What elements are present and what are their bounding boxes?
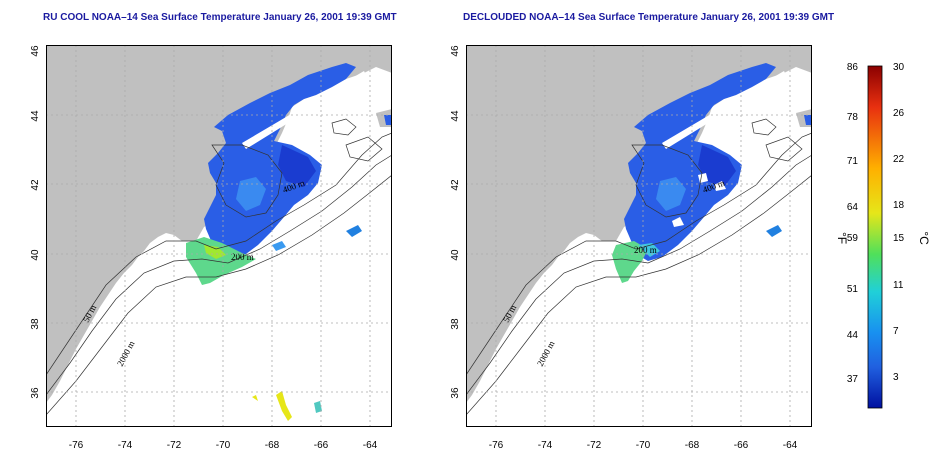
lat-tick: 42	[30, 179, 41, 191]
lon-tick: -64	[363, 440, 378, 451]
lon-tick: -68	[265, 440, 280, 451]
lat-tick: 36	[450, 387, 461, 399]
fahrenheit-label: 51	[847, 284, 859, 295]
lat-tick: 40	[450, 249, 461, 261]
temperature-colorbar: 86 78 71 64 59 51 44 37 30 26 22 18 15 1…	[835, 62, 931, 409]
lon-tick: -76	[69, 440, 84, 451]
lon-tick: -72	[167, 440, 182, 451]
fahrenheit-unit-label: °F	[835, 232, 849, 244]
sst-warm-region	[186, 237, 256, 285]
lat-tick: 44	[30, 110, 41, 122]
colorbar-gradient	[867, 65, 883, 409]
celsius-label: 18	[893, 200, 905, 211]
lon-tick: -64	[783, 440, 798, 451]
declouded-sst-map: 200 m 400 m 50 m 2000 m	[466, 45, 812, 427]
lon-tick: -72	[587, 440, 602, 451]
raw-sst-map: 200 m 400 m 50 m 2000 m	[46, 45, 392, 427]
contour-label-200m: 200 m	[634, 245, 657, 255]
celsius-label: 7	[893, 326, 899, 337]
left-lat-ticks: 46 44 42 40 38 36	[30, 45, 41, 399]
celsius-label: 3	[893, 372, 899, 383]
lon-tick: -68	[685, 440, 700, 451]
lon-tick: -70	[636, 440, 651, 451]
right-map-title: DECLOUDED NOAA–14 Sea Surface Temperatur…	[463, 12, 835, 23]
fahrenheit-label: 86	[847, 62, 859, 73]
lat-tick: 46	[450, 45, 461, 57]
left-lon-ticks: -76 -74 -72 -70 -68 -66 -64	[69, 440, 378, 451]
fahrenheit-label: 71	[847, 156, 859, 167]
lon-tick: -74	[118, 440, 133, 451]
lat-tick: 44	[450, 110, 461, 122]
right-lon-ticks: -76 -74 -72 -70 -68 -66 -64	[489, 440, 798, 451]
lat-tick: 40	[30, 249, 41, 261]
celsius-unit-label: °C	[917, 231, 931, 245]
land-mass	[466, 45, 812, 403]
sst-warm-region	[612, 241, 648, 283]
right-lat-ticks: 46 44 42 40 38 36	[450, 45, 461, 399]
fahrenheit-label: 37	[847, 374, 859, 385]
lon-tick: -66	[314, 440, 329, 451]
celsius-label: 22	[893, 154, 905, 165]
celsius-label: 30	[893, 62, 905, 73]
lat-tick: 38	[30, 318, 41, 330]
lon-tick: -76	[489, 440, 504, 451]
contour-label-200m: 200 m	[231, 252, 254, 262]
lat-tick: 36	[30, 387, 41, 399]
celsius-label: 15	[893, 233, 905, 244]
celsius-label: 11	[893, 280, 904, 291]
celsius-labels: 30 26 22 18 15 11 7 3	[893, 62, 905, 383]
lat-tick: 38	[450, 318, 461, 330]
fahrenheit-label: 59	[847, 233, 859, 244]
lat-tick: 42	[450, 179, 461, 191]
lon-tick: -74	[538, 440, 553, 451]
land-mass	[46, 45, 392, 403]
left-map-title: RU COOL NOAA–14 Sea Surface Temperature …	[43, 12, 397, 23]
lat-tick: 46	[30, 45, 41, 57]
lon-tick: -70	[216, 440, 231, 451]
lon-tick: -66	[734, 440, 749, 451]
fahrenheit-label: 64	[847, 202, 859, 213]
fahrenheit-labels: 86 78 71 64 59 51 44 37	[847, 62, 859, 385]
celsius-label: 26	[893, 108, 905, 119]
fahrenheit-label: 44	[847, 330, 859, 341]
fahrenheit-label: 78	[847, 112, 859, 123]
